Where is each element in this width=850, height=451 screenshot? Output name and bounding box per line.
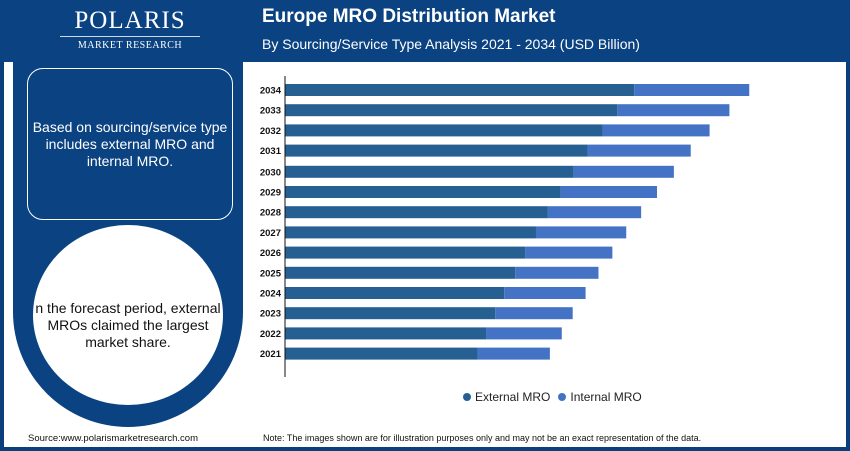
bar-internal-mro	[495, 307, 573, 320]
category-label: 2022	[260, 329, 281, 340]
bar-internal-mro	[515, 266, 599, 279]
legend-swatch	[463, 393, 471, 401]
category-label: 2028	[260, 208, 281, 219]
bar-external-mro	[285, 347, 478, 360]
polaris-logo: POLARIS MARKET RESEARCH	[60, 8, 200, 51]
bar-internal-mro	[477, 347, 550, 360]
bar-external-mro	[285, 186, 561, 198]
legend-label: External MRO	[475, 390, 551, 404]
bar-external-mro	[285, 144, 588, 157]
bar-internal-mro	[617, 104, 730, 117]
chart-subtitle: By Sourcing/Service Type Analysis 2021 -…	[262, 36, 640, 52]
logo-tagline: MARKET RESEARCH	[77, 40, 183, 51]
category-label: 2029	[260, 188, 281, 199]
bar-internal-mro	[504, 287, 586, 299]
bar-external-mro	[285, 84, 635, 96]
bar-internal-mro	[573, 165, 674, 178]
bar-external-mro	[285, 165, 574, 178]
bar-internal-mro	[634, 84, 750, 96]
bar-internal-mro	[602, 124, 710, 137]
chart-title: Europe MRO Distribution Market	[262, 6, 556, 27]
bar-external-mro	[285, 226, 536, 239]
disclaimer-note: Note: The images shown are for illustrat…	[263, 433, 702, 443]
category-label: 2032	[260, 126, 281, 137]
bar-external-mro	[285, 246, 526, 259]
category-label: 2023	[260, 309, 281, 320]
info-box: Based on sourcing/service type includes …	[27, 68, 233, 220]
category-label: 2034	[260, 86, 282, 97]
source-text: Source:www.polarismarketresearch.com	[28, 433, 199, 444]
category-label: 2021	[260, 349, 282, 360]
legend-item-external: External MRO	[463, 390, 550, 404]
logo-name: POLARIS	[74, 7, 186, 34]
bar-external-mro	[285, 327, 487, 340]
bar-internal-mro	[560, 186, 658, 198]
bar-chart: 2034 2033 2032 2031 2030 2029 2028 2027 2026 2025…	[260, 76, 750, 377]
bar-external-mro	[285, 307, 496, 320]
category-label: 2033	[260, 106, 281, 117]
bar-external-mro	[285, 287, 505, 299]
bar-external-mro	[285, 266, 516, 279]
bar-external-mro	[285, 104, 618, 117]
category-label: 2024	[260, 289, 282, 300]
legend-item-internal: Internal MRO	[558, 390, 642, 404]
category-label: 2025	[260, 268, 282, 279]
bar-external-mro	[285, 206, 548, 219]
bar-internal-mro	[587, 144, 691, 157]
bar-internal-mro	[486, 327, 562, 340]
legend-label: Internal MRO	[570, 390, 642, 404]
bar-internal-mro	[525, 246, 613, 259]
category-label: 2031	[260, 146, 282, 157]
bar-internal-mro	[547, 206, 642, 219]
logo-divider	[60, 36, 200, 37]
legend-swatch	[558, 393, 567, 401]
bar-external-mro	[285, 124, 603, 137]
category-label: 2026	[260, 248, 281, 259]
category-label: 2030	[260, 167, 281, 178]
bar-internal-mro	[535, 226, 627, 239]
category-label: 2027	[260, 228, 281, 239]
info-circle: n the forecast period, external MROs cla…	[33, 225, 223, 405]
legend: External MRO Internal MRO	[463, 390, 642, 404]
